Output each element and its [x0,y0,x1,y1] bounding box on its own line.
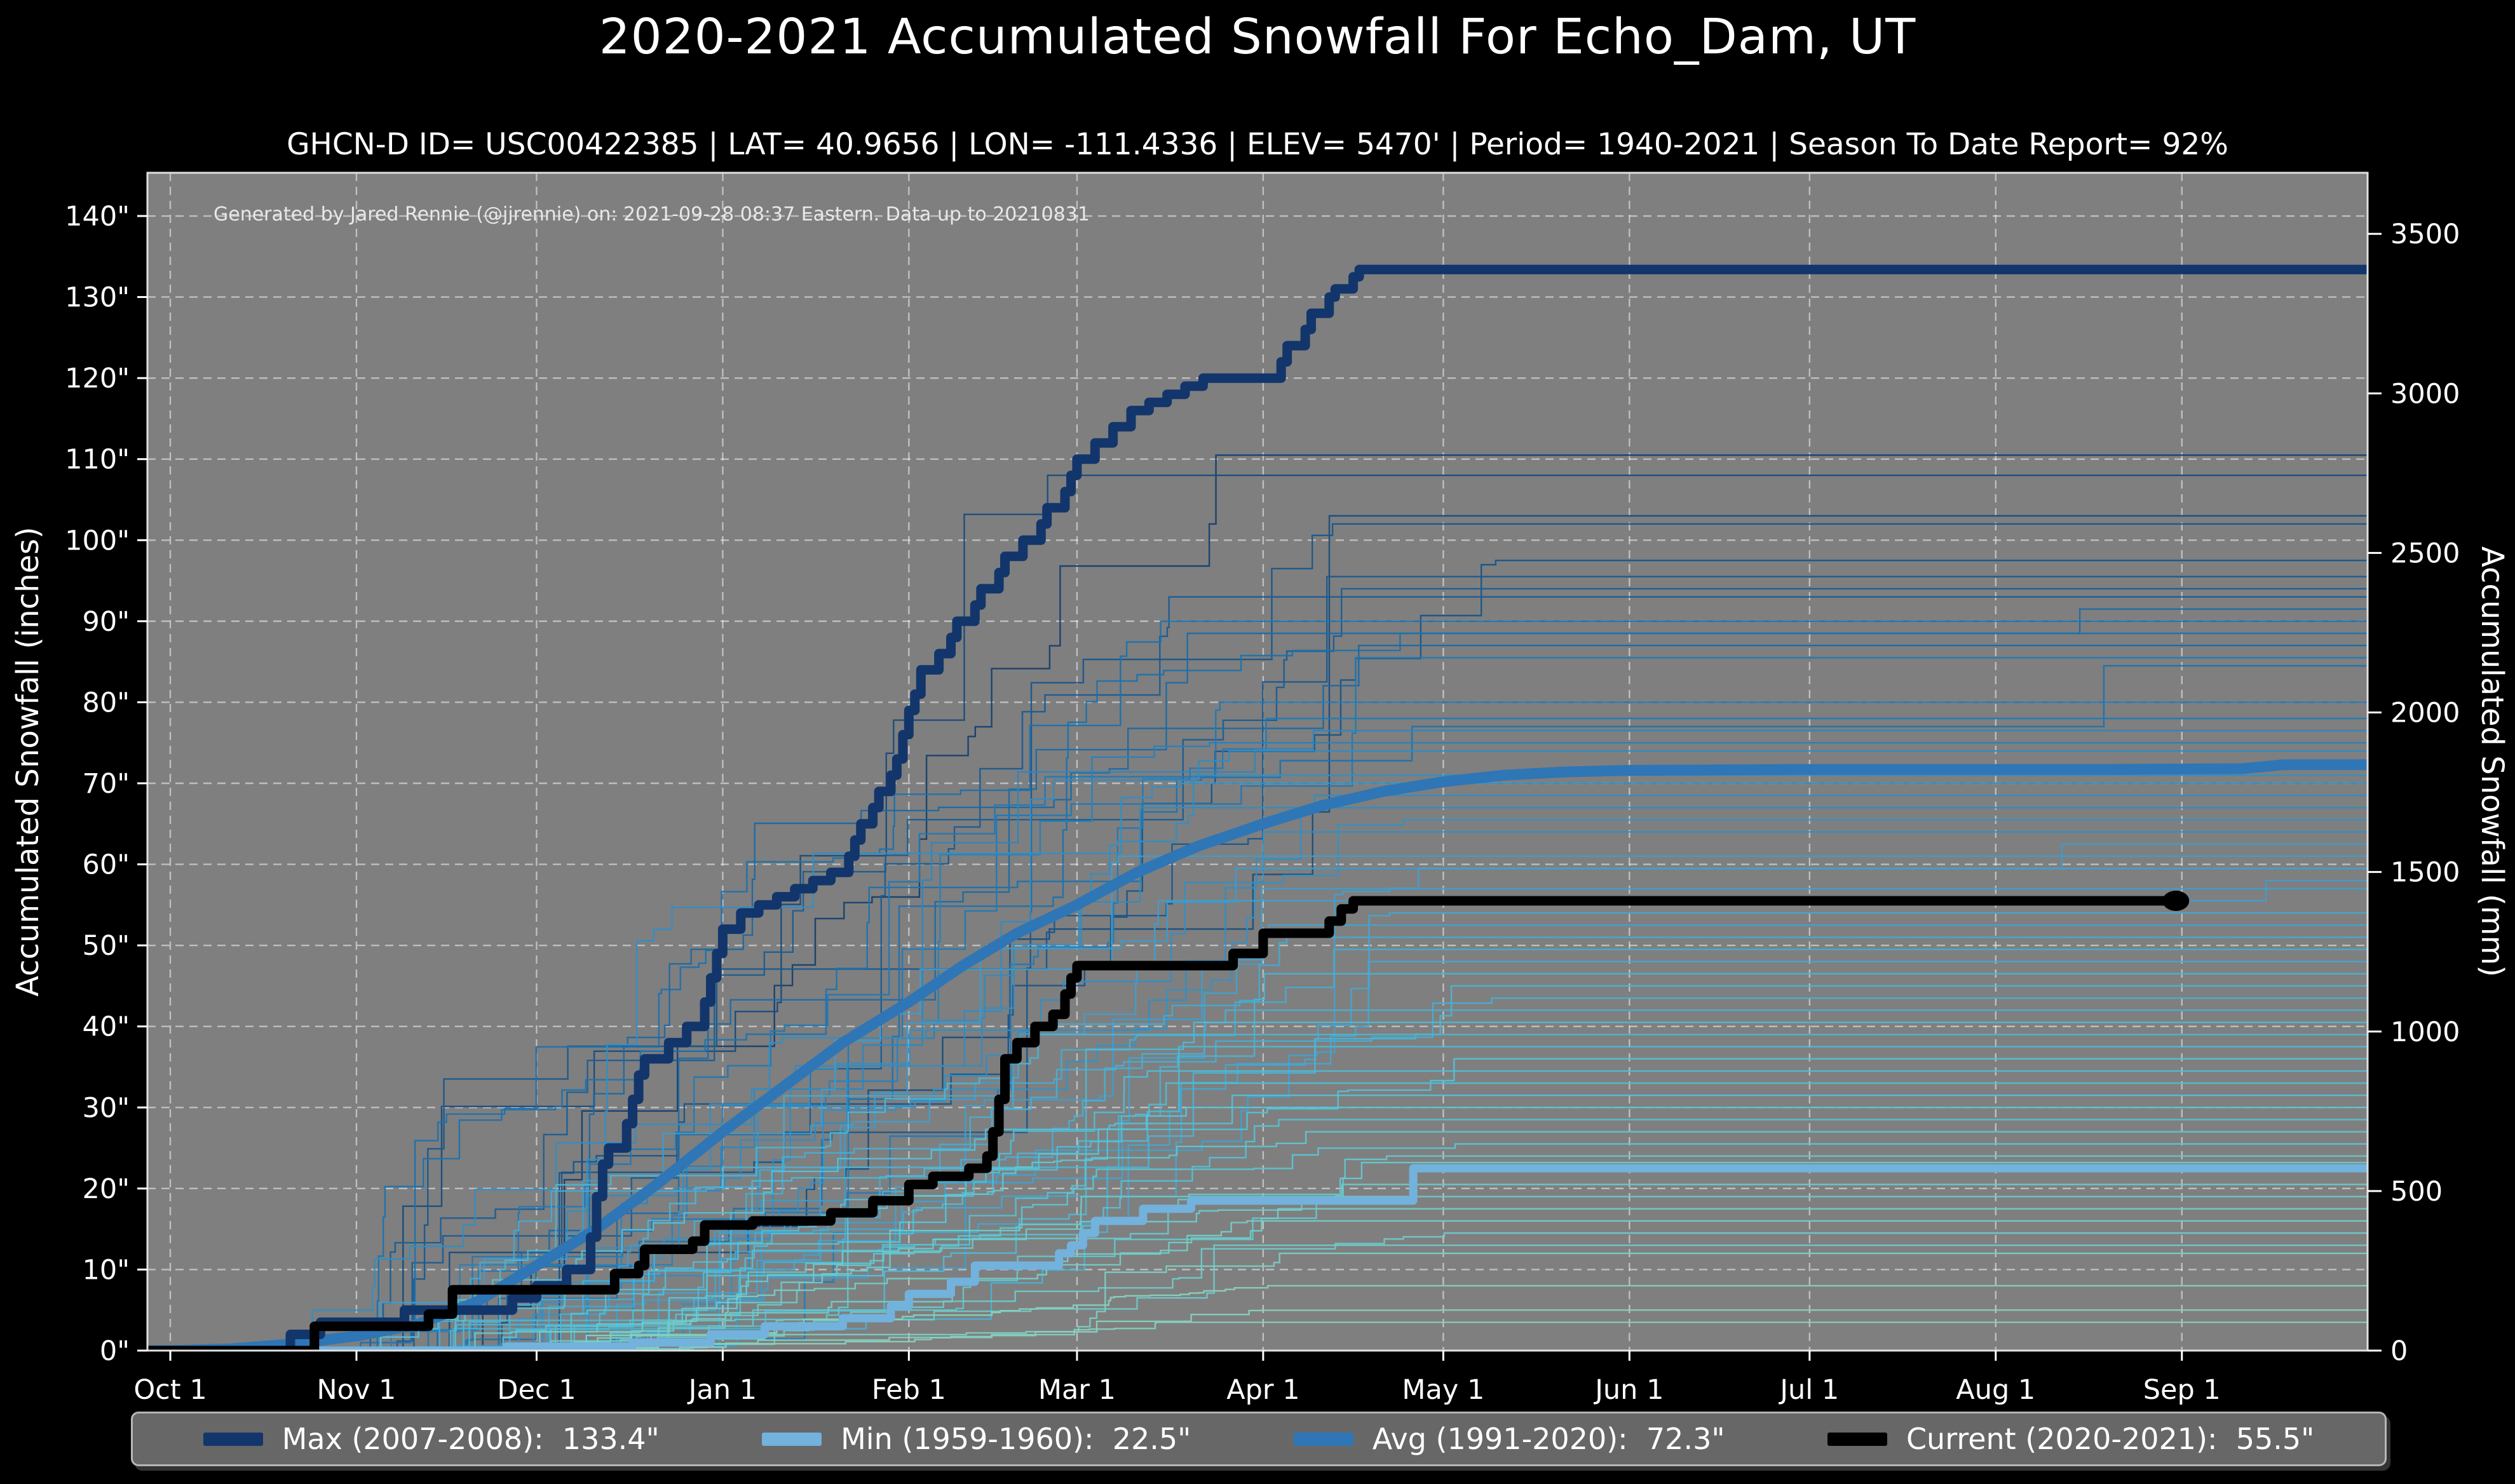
y-left-tick-label: 80" [83,687,130,718]
year-line [147,1220,2368,1351]
year-line [147,973,2368,1351]
legend-item-current: Current (2020-2021): 55.5" [1827,1422,2314,1456]
year-line [147,948,2368,1351]
y-left-tick-label: 50" [83,930,130,962]
chart-overlay-texts: Generated by Jared Rennie (@jjrennie) on… [10,203,2510,997]
y-left-tick-label: 30" [83,1092,130,1124]
x-tick-label: Sep 1 [2143,1374,2221,1406]
y-left-tick-label: 130" [65,282,130,314]
y-right-tick-label: 0 [2390,1335,2408,1367]
year-line [147,843,2368,1351]
plot-border [146,172,2369,1352]
current-end-dot [2162,890,2190,911]
legend-label-current: Current (2020-2021): 55.5" [1906,1422,2315,1456]
max-line-swatch-icon [203,1432,263,1446]
year-line [147,1252,2368,1351]
y-left-tick-label: 90" [83,606,130,638]
y-right-tick-label: 3500 [2390,219,2460,250]
legend-item-max: Max (2007-2008): 133.4" [203,1422,660,1456]
year-line [147,620,2368,1351]
x-tick-label: Jun 1 [1593,1374,1664,1406]
year-line [147,1046,2368,1351]
y-left-tick-label: 60" [83,849,130,881]
y-right-tick-label: 2500 [2390,537,2460,569]
station-metadata-subtitle: GHCN-D ID= USC00422385 | LAT= 40.9656 | … [287,127,2228,162]
year-line [147,879,2368,1351]
x-tick-label: Nov 1 [316,1374,396,1406]
legend-item-min: Min (1959-1960): 22.5" [762,1422,1191,1456]
year-line [147,475,2368,1351]
y-left-tick-label: 10" [83,1254,130,1286]
year-line [147,1131,2368,1351]
plot-background [147,173,2368,1351]
year-line [147,1245,2368,1351]
x-tick-label: Mar 1 [1038,1374,1116,1406]
x-tick-label: Feb 1 [872,1374,946,1406]
x-tick-label: Jul 1 [1778,1374,1839,1406]
legend-item-avg: Avg (1991-2020): 72.3" [1293,1422,1725,1456]
year-line [147,1155,2368,1351]
year-line [147,657,2368,1351]
y-left-tick-label: 140" [65,201,130,233]
year-line [147,1082,2368,1351]
y-left-tick-label: 40" [83,1011,130,1043]
axis-ticks: 0" 10" 20" 30" 40" 50" 60" 70" 80" 90" 100" 110" 120… [65,201,2460,1406]
generated-by-annotation: Generated by Jared Rennie (@jjrennie) on… [214,203,1090,226]
current-line-swatch-icon [1827,1432,1887,1446]
y-right-tick-label: 3000 [2390,378,2460,410]
series-line-max [147,264,2368,1351]
year-line [147,887,2368,1351]
y-left-tick-label: 0" [100,1335,130,1367]
year-line [147,1143,2368,1351]
page-title: 2020-2021 Accumulated Snowfall For Echo_… [599,9,1916,65]
x-tick-label: May 1 [1402,1374,1484,1406]
x-tick-label: Jan 1 [687,1374,757,1406]
year-line [147,782,2368,1351]
legend-label-min: Min (1959-1960): 22.5" [841,1422,1191,1456]
y-left-tick-label: 70" [83,768,130,800]
x-tick-label: Apr 1 [1226,1374,1299,1406]
y-left-axis-label: Accumulated Snowfall (inches) [10,527,46,997]
legend-label-avg: Avg (1991-2020): 72.3" [1372,1422,1725,1456]
year-line [147,454,2368,1351]
year-line [147,1119,2368,1351]
x-tick-label: Aug 1 [1956,1374,2035,1406]
year-line [147,1196,2368,1351]
min-line-swatch-icon [762,1432,822,1446]
y-left-tick-label: 120" [65,363,130,395]
year-line [147,819,2368,1351]
year-line [147,701,2368,1351]
year-line [147,588,2368,1351]
year-line [147,729,2368,1351]
y-right-axis-label: Accumulated Snowfall (mm) [2474,546,2510,977]
year-line [147,1070,2368,1351]
y-right-tick-label: 500 [2390,1176,2443,1208]
y-left-tick-label: 110" [65,444,130,476]
series-line-current [147,896,2176,1351]
avg-line-swatch-icon [1293,1432,1353,1446]
year-line [147,1321,2368,1351]
background-year-lines [147,454,2368,1351]
y-left-tick-label: 100" [65,525,130,556]
y-right-tick-label: 2000 [2390,698,2460,729]
y-right-tick-label: 1500 [2390,857,2460,889]
year-line [147,1161,2368,1351]
legend-label-max: Max (2007-2008): 133.4" [281,1422,660,1456]
y-right-tick-label: 1000 [2390,1016,2460,1048]
series-line-min [147,1164,2368,1351]
year-line [147,1107,2368,1351]
y-left-tick-label: 20" [83,1173,130,1205]
year-line [147,794,2368,1351]
year-line [147,831,2368,1351]
main-series-lines [147,264,2368,1351]
chart-legend: Max (2007-2008): 133.4" Min (1959-1960):… [131,1412,2387,1466]
chart-render-root: 0" 10" 20" 30" 40" 50" 60" 70" 80" 90" 100" 110" 120… [65,172,2460,1406]
x-tick-label: Dec 1 [497,1374,576,1406]
x-tick-label: Oct 1 [133,1374,207,1406]
